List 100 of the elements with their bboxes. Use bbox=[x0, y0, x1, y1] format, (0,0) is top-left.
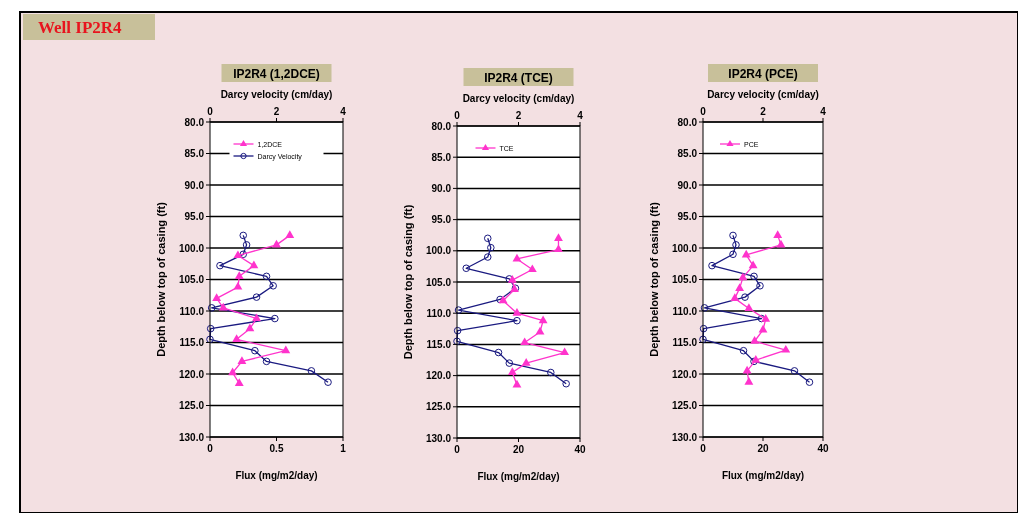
point bbox=[507, 367, 517, 376]
point bbox=[742, 365, 752, 374]
y-axis-title: Depth below top of casing (ft) bbox=[155, 201, 167, 357]
point bbox=[245, 323, 255, 332]
y-tick-label: 130.0 bbox=[425, 432, 452, 444]
point bbox=[750, 336, 760, 344]
y-tick-label: 110.0 bbox=[672, 305, 698, 317]
point bbox=[738, 272, 748, 281]
y-tick-label: 80.0 bbox=[184, 116, 205, 128]
chart-title: IP2R4 (1,2DCE) bbox=[233, 67, 320, 81]
y-tick-label: 115.0 bbox=[426, 338, 452, 350]
x2-axis-title: Darcy velocity (cm/day) bbox=[462, 93, 575, 104]
point bbox=[744, 377, 754, 385]
y-tick-label: 100.0 bbox=[671, 242, 698, 254]
point bbox=[735, 283, 745, 291]
point bbox=[285, 230, 295, 238]
text: Well IP2R4 bbox=[38, 18, 123, 37]
y-tick-label: 80.0 bbox=[431, 120, 452, 132]
point bbox=[281, 345, 291, 354]
x2-tick-label: 0 bbox=[700, 106, 707, 117]
point bbox=[554, 233, 563, 241]
x2-tick-label: 2 bbox=[760, 106, 767, 117]
point bbox=[560, 347, 570, 356]
x-tick-label: 1 bbox=[340, 443, 347, 454]
x2-axis-title: Darcy velocity (cm/day) bbox=[220, 89, 333, 100]
y-tick-label: 90.0 bbox=[677, 179, 698, 191]
point bbox=[498, 295, 508, 304]
point bbox=[234, 378, 244, 387]
point bbox=[773, 230, 783, 238]
y-tick-label: 125.0 bbox=[671, 400, 698, 411]
y-tick-label: 95.0 bbox=[184, 211, 205, 222]
point bbox=[512, 308, 522, 316]
point bbox=[521, 358, 531, 366]
x2-tick-label: 4 bbox=[340, 106, 347, 117]
point bbox=[761, 314, 771, 322]
y-tick-label: 105.0 bbox=[178, 274, 205, 285]
point bbox=[781, 344, 791, 353]
x-tick-label: 20 bbox=[512, 444, 525, 455]
point bbox=[228, 367, 238, 376]
y-tick-label: 110.0 bbox=[179, 305, 205, 317]
y-tick-label: 90.0 bbox=[184, 179, 205, 191]
point bbox=[249, 260, 259, 269]
y-tick-label: 125.0 bbox=[178, 400, 205, 411]
point bbox=[212, 293, 222, 301]
x-tick-label: 40 bbox=[574, 444, 586, 455]
y-tick-label: 120.0 bbox=[671, 368, 698, 380]
point bbox=[520, 337, 530, 346]
y-tick-label: 90.0 bbox=[431, 182, 452, 194]
x-axis-title: Flux (mg/m2/day) bbox=[235, 470, 318, 481]
x-tick-label: 0 bbox=[700, 443, 707, 454]
x2-tick-label: 4 bbox=[577, 110, 584, 121]
point bbox=[744, 303, 754, 312]
y-tick-label: 105.0 bbox=[425, 276, 452, 288]
y-tick-label: 85.0 bbox=[677, 148, 698, 159]
point bbox=[748, 260, 758, 269]
point bbox=[527, 264, 537, 273]
y-axis-title: Depth below top of casing (ft) bbox=[648, 201, 660, 357]
x-axis-title: Flux (mg/m2/day) bbox=[721, 470, 805, 481]
point bbox=[237, 356, 247, 364]
x-tick-label: 0 bbox=[454, 444, 461, 455]
y-tick-label: 95.0 bbox=[677, 211, 698, 222]
y-tick-label: 85.0 bbox=[184, 148, 205, 159]
chart-title: IP2R4 (PCE) bbox=[728, 67, 798, 81]
y-tick-label: 120.0 bbox=[425, 370, 452, 382]
point bbox=[252, 313, 261, 322]
y-tick-label: 115.0 bbox=[179, 337, 205, 348]
point bbox=[538, 315, 548, 324]
x2-axis-title: Darcy velocity (cm/day) bbox=[707, 89, 819, 100]
point bbox=[512, 379, 522, 388]
y-tick-label: 120.0 bbox=[178, 368, 205, 380]
point bbox=[554, 244, 563, 253]
point bbox=[730, 293, 740, 301]
x2-tick-label: 2 bbox=[273, 106, 280, 117]
point bbox=[233, 281, 243, 290]
x2-tick-label: 2 bbox=[515, 110, 522, 121]
y-tick-label: 130.0 bbox=[671, 431, 698, 443]
x2-tick-label: 0 bbox=[207, 106, 214, 117]
x-tick-label: 40 bbox=[817, 443, 829, 454]
x-axis-title: Flux (mg/m2/day) bbox=[477, 471, 560, 482]
y-tick-label: 85.0 bbox=[431, 151, 452, 163]
y-tick-label: 100.0 bbox=[178, 242, 205, 254]
y-axis-title: Depth below top of casing (ft) bbox=[402, 204, 414, 360]
y-tick-label: 115.0 bbox=[672, 337, 698, 348]
x-tick-label: 0 bbox=[207, 443, 214, 454]
x2-tick-label: 4 bbox=[820, 106, 827, 117]
point bbox=[272, 239, 281, 248]
point bbox=[233, 250, 243, 259]
y-tick-label: 95.0 bbox=[431, 214, 452, 226]
y-tick-label: 110.0 bbox=[426, 307, 452, 319]
chart-title: IP2R4 (TCE) bbox=[484, 71, 553, 85]
point bbox=[232, 334, 242, 342]
x-tick-label: 20 bbox=[757, 443, 769, 454]
y-tick-label: 100.0 bbox=[425, 245, 452, 257]
x-tick-label: 0.5 bbox=[269, 443, 284, 454]
x2-tick-label: 0 bbox=[454, 110, 461, 121]
y-tick-label: 80.0 bbox=[677, 116, 698, 128]
y-tick-label: 130.0 bbox=[178, 431, 205, 443]
point bbox=[234, 271, 244, 279]
y-tick-label: 125.0 bbox=[425, 401, 452, 413]
y-tick-label: 105.0 bbox=[671, 274, 698, 285]
